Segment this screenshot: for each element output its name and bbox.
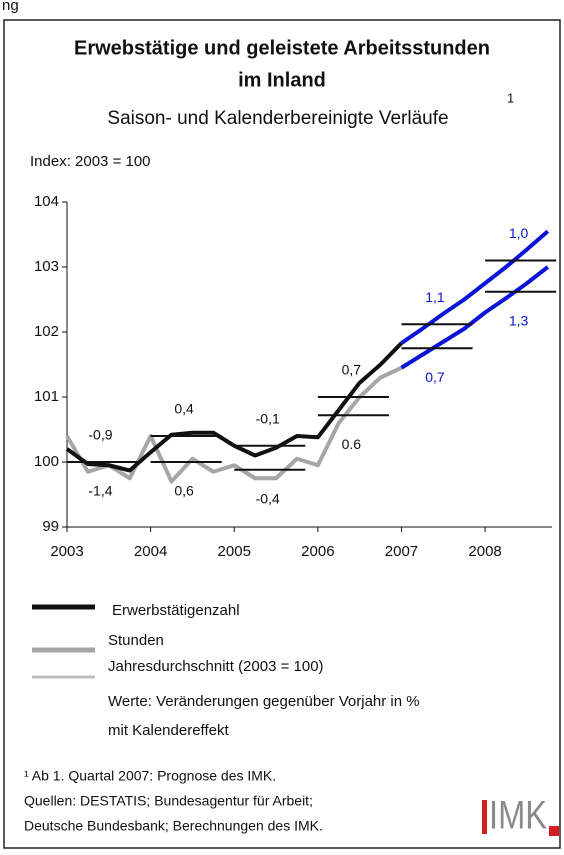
- change-label: 1,3: [509, 312, 529, 328]
- legend-label: Erwerbstätigenzahl: [112, 602, 240, 619]
- chart-title: im Inland: [238, 69, 326, 91]
- series-line: [400, 229, 550, 345]
- x-tick-label: 2004: [134, 543, 167, 560]
- y-tick-label: 104: [34, 193, 59, 210]
- change-label: -0,1: [256, 410, 280, 426]
- series-line: [65, 365, 403, 484]
- x-tick-label: 2006: [301, 543, 334, 560]
- y-axis-label: Index: 2003 = 100: [30, 153, 151, 170]
- legend-label: Stunden: [108, 632, 164, 649]
- change-label: 0,6: [174, 483, 194, 499]
- change-label: 0,7: [425, 369, 445, 385]
- y-tick-label: 103: [34, 258, 59, 275]
- change-label: 0,7: [342, 362, 362, 378]
- y-tick-label: 100: [34, 453, 59, 470]
- change-label: -0,4: [256, 491, 280, 507]
- chart-subtitle: Saison- und Kalenderbereinigte Verläufe: [107, 108, 448, 129]
- footnote: Quellen: DESTATIS; Bundesagentur für Arb…: [24, 793, 313, 809]
- subtitle-note: 1: [507, 90, 514, 105]
- x-tick-label: 2005: [218, 543, 251, 560]
- change-label: 1,0: [509, 225, 529, 241]
- header-fragment: ng: [2, 0, 19, 14]
- x-tick-label: 2007: [385, 543, 418, 560]
- logo-square: [549, 826, 559, 836]
- logo: IMK: [489, 794, 547, 838]
- x-tick-label: 2008: [468, 543, 501, 560]
- note: Werte: Veränderungen gegenüber Vorjahr i…: [108, 693, 420, 710]
- legend-label: Jahresdurchschnitt (2003 = 100): [108, 658, 324, 675]
- y-tick-label: 101: [34, 388, 59, 405]
- y-tick-label: 102: [34, 323, 59, 340]
- change-label: 1,1: [425, 289, 445, 305]
- change-label: -0,9: [88, 427, 112, 443]
- frame: [3, 19, 561, 849]
- series-line: [65, 341, 403, 473]
- y-tick-label: 99: [42, 518, 59, 535]
- change-label: 0.6: [342, 436, 362, 452]
- logo-bar: [482, 800, 487, 834]
- series-line: [400, 265, 550, 370]
- x-tick-label: 2003: [50, 543, 83, 560]
- note: mit Kalendereffekt: [108, 722, 229, 739]
- change-label: 0,4: [174, 401, 194, 417]
- footnote: Deutsche Bundesbank; Berechnungen des IM…: [24, 818, 323, 834]
- change-label: -1,4: [88, 483, 112, 499]
- chart-title: Erwebstätige und geleistete Arbeitsstund…: [74, 37, 490, 59]
- footnote: ¹ Ab 1. Quartal 2007: Prognose des IMK.: [24, 768, 276, 784]
